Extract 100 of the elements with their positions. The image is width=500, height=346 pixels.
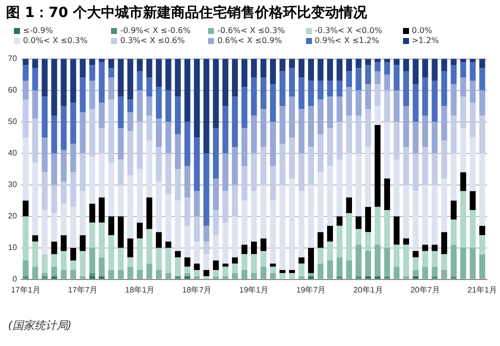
bar [384,90,390,122]
bar [394,244,400,267]
bar [118,58,124,97]
bar [241,58,248,88]
bar [308,184,314,248]
bar [318,232,324,248]
bar [412,270,419,276]
bar [136,90,143,122]
bar [432,184,438,245]
y-tick-label: 60 [8,86,18,95]
bar [394,90,400,122]
x-tick-label: 19年1月 [239,285,269,294]
bar [174,58,181,97]
bar [479,58,486,68]
bar [136,58,143,72]
bar [250,116,257,154]
bar [327,58,333,81]
bar [89,109,96,156]
y-tick-label: 0 [12,274,18,284]
bar [212,235,219,260]
bar [432,251,438,267]
bar [80,78,86,112]
bar [356,58,362,68]
bar [89,248,96,274]
bar [42,58,48,97]
bar [165,273,172,279]
bar [356,276,362,279]
bar [232,216,238,258]
bar [346,71,352,88]
bar [308,248,314,274]
bar [374,62,381,72]
bar [432,80,438,122]
bar [146,140,152,198]
bar [32,266,38,279]
bar [412,58,419,84]
bar [479,116,486,154]
bar [222,58,228,106]
bar [184,166,190,198]
bar [203,226,210,242]
bar [450,200,457,220]
bar [165,90,172,122]
legend-label: 0.9%< X ≤1.2% [314,36,380,45]
bar [241,254,248,270]
bar [51,153,58,185]
bar [289,273,295,279]
bar [432,58,438,81]
bar [89,80,96,110]
bar [241,270,248,279]
bar [232,257,238,264]
bar [80,112,86,154]
bar [156,232,162,248]
bar [203,276,210,279]
bar [365,206,372,232]
bar [374,124,381,207]
bar [260,184,266,238]
bar [203,270,210,276]
bar [289,178,295,270]
bar [174,276,181,279]
bar [432,276,438,279]
bar [174,169,181,201]
bar [298,153,304,192]
bar [280,144,286,185]
bar [346,197,352,214]
bar [422,147,428,185]
bar [327,166,333,226]
bar [222,191,228,223]
bar [470,102,476,138]
bar [470,191,476,210]
bar [422,266,428,279]
bar [32,68,38,90]
bar [346,153,352,198]
bar [89,204,96,223]
bar [441,178,448,232]
bar [422,251,428,267]
bar [241,128,248,166]
y-tick-label: 10 [8,243,18,252]
bar [194,242,200,264]
bar [127,131,134,176]
bar [384,178,390,210]
y-tick-label: 20 [8,212,18,221]
legend-label: 0.0%< X ≤0.3% [23,36,88,45]
bar [270,84,276,122]
bar [212,260,219,270]
bar [356,68,362,90]
bar [260,251,266,267]
bar [280,270,286,274]
y-tick-label: 40 [8,148,18,158]
bar [336,80,342,97]
bar [118,248,124,270]
bar [422,116,428,148]
bar [174,200,181,252]
bar [42,96,48,138]
bar [422,244,428,252]
bar [327,242,333,260]
bar [241,166,248,201]
bar [136,238,143,270]
x-tick-label: 17年7月 [68,285,98,294]
bar [60,182,67,204]
bar [450,84,457,116]
bar [212,210,219,236]
